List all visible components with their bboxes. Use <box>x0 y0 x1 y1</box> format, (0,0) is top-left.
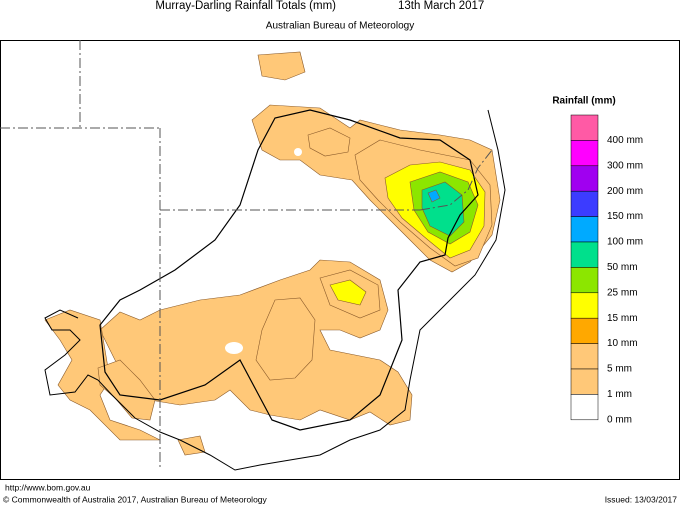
legend-label: 0 mm <box>607 414 632 425</box>
legend-label: 300 mm <box>607 160 643 171</box>
dry-area <box>225 342 243 354</box>
rain-area <box>257 51 306 81</box>
date: 13th March 2017 <box>398 0 484 12</box>
legend-title: Rainfall (mm) <box>552 96 615 107</box>
rain-area <box>427 189 441 203</box>
legend-label: 100 mm <box>607 237 643 248</box>
legend-swatch <box>570 292 599 319</box>
rain-area <box>307 127 351 157</box>
legend-swatch <box>570 368 599 395</box>
legend-label: 25 mm <box>607 287 638 298</box>
subtitle: Australian Bureau of Meteorology <box>266 21 414 32</box>
title: Murray-Darling Rainfall Totals (mm) <box>155 0 336 12</box>
legend-swatch <box>570 241 599 268</box>
rainfall-areas <box>44 51 501 456</box>
legend-label: 150 mm <box>607 211 643 222</box>
legend-label: 15 mm <box>607 313 638 324</box>
legend-swatch <box>570 165 599 192</box>
source-url: http://www.bom.gov.au <box>5 482 91 492</box>
legend-swatch <box>570 216 599 243</box>
legend-label: 10 mm <box>607 338 638 349</box>
issued: Issued: 13/03/2017 <box>605 494 678 504</box>
legend-label: 5 mm <box>607 364 632 375</box>
legend-swatch <box>570 114 599 141</box>
legend-swatch <box>570 190 599 217</box>
legend-swatch <box>570 317 599 344</box>
legend-swatch <box>570 140 599 167</box>
rain-area <box>97 359 156 421</box>
basin-boundary <box>99 109 479 431</box>
dry-area <box>294 148 302 156</box>
state-border <box>419 149 493 211</box>
rain-area <box>255 297 316 381</box>
rain-area <box>329 279 367 306</box>
copyright: © Commonwealth of Australia 2017, Austra… <box>3 494 268 504</box>
legend: 400 mm 300 mm 200 mm 150 mm 100 mm 50 mm 25 mm… <box>570 114 643 425</box>
coastline <box>44 109 506 471</box>
legend-swatch <box>570 267 599 294</box>
legend-swatch <box>570 394 599 421</box>
legend-label: 400 mm <box>607 135 643 146</box>
legend-label: 50 mm <box>607 262 638 273</box>
legend-label: 200 mm <box>607 186 643 197</box>
legend-swatch <box>570 343 599 370</box>
legend-label: 1 mm <box>607 389 632 400</box>
